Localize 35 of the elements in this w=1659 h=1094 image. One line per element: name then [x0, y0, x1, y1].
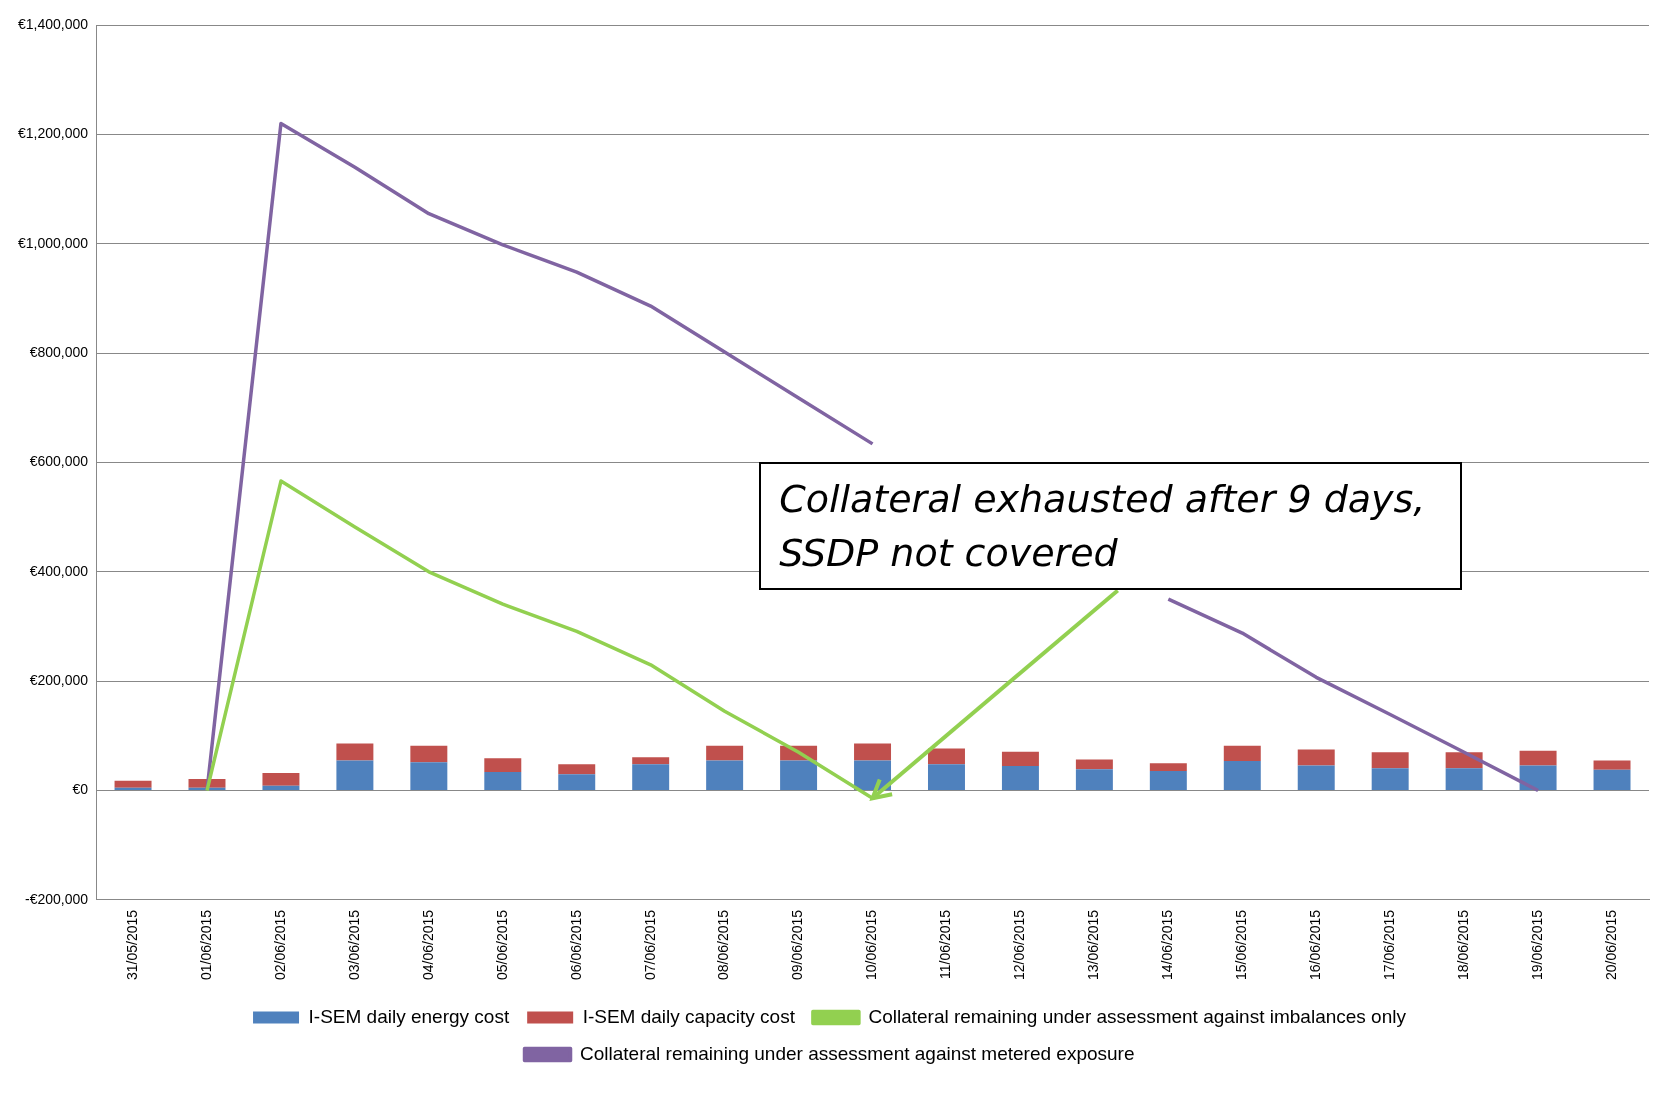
x-tick-label: 15/06/2015 — [1233, 909, 1250, 981]
x-tick-label: 13/06/2015 — [1085, 909, 1102, 981]
y-tick-label: €1,200,000 — [17, 125, 89, 142]
x-tick-label: 11/06/2015 — [937, 909, 954, 979]
x-tick-label: 04/06/2015 — [419, 909, 436, 981]
x-tick-label: 31/05/2015 — [123, 909, 140, 981]
y-tick-label: €1,000,000 — [17, 234, 89, 251]
x-tick-label: 01/06/2015 — [197, 909, 214, 981]
y-tick-label: €1,400,000 — [17, 15, 89, 32]
y-tick-label: €0 — [72, 781, 89, 798]
x-tick-label: 20/06/2015 — [1602, 909, 1619, 981]
x-tick-label: 14/06/2015 — [1159, 909, 1176, 981]
y-tick-label: €600,000 — [29, 453, 89, 470]
y-tick-label: -€200,000 — [25, 890, 89, 907]
x-tick-label: 09/06/2015 — [789, 909, 806, 981]
x-tick-label: 19/06/2015 — [1528, 909, 1545, 981]
x-tick-label: 05/06/2015 — [493, 909, 510, 981]
x-tick-label: 03/06/2015 — [345, 909, 362, 981]
legend-label: Collateral remaining under assessment against metered exposure — [580, 1042, 1135, 1064]
legend-label: I-SEM daily energy cost — [308, 1005, 510, 1027]
x-tick-label: 18/06/2015 — [1454, 909, 1471, 981]
x-tick-label: 17/06/2015 — [1381, 909, 1398, 981]
annotation: Collateral exhausted after 9 days, SSDP not covered — [759, 462, 1463, 591]
legend-label: I-SEM daily capacity cost — [582, 1005, 796, 1027]
x-tick-label: 12/06/2015 — [1011, 909, 1028, 981]
x-tick-label: 10/06/2015 — [863, 909, 880, 981]
legend-label: Collateral remaining under assessment against imbalances only — [868, 1005, 1407, 1027]
x-tick-label: 07/06/2015 — [641, 909, 658, 981]
x-tick-label: 08/06/2015 — [715, 909, 732, 981]
y-tick-label: €200,000 — [29, 672, 89, 689]
x-tick-label: 06/06/2015 — [567, 909, 584, 981]
x-tick-label: 02/06/2015 — [271, 909, 288, 981]
y-tick-label: €800,000 — [29, 343, 89, 360]
y-tick-label: €400,000 — [29, 562, 89, 579]
x-tick-label: 16/06/2015 — [1307, 909, 1324, 981]
